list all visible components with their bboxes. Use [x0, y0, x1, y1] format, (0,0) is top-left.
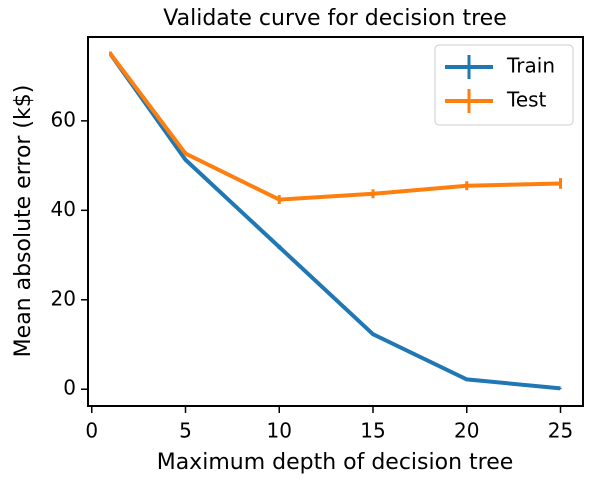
x-axis-label: Maximum depth of decision tree	[157, 450, 514, 475]
chart-title: Validate curve for decision tree	[163, 6, 506, 31]
x-tick-label: 10	[267, 419, 292, 443]
plot-frame	[87, 36, 584, 407]
x-tick-label: 25	[548, 419, 573, 443]
x-tick-label: 0	[85, 419, 98, 443]
x-tick-label: 15	[360, 419, 385, 443]
y-tick-label: 0	[63, 376, 76, 400]
series-line	[108, 52, 561, 202]
y-tick-label: 40	[51, 197, 76, 221]
x-tick-label: 20	[454, 419, 479, 443]
series-line	[108, 53, 561, 391]
y-tick-label: 60	[51, 107, 76, 131]
x-tick-label: 5	[179, 419, 192, 443]
y-axis-label: Mean absolute error (k$)	[11, 85, 36, 358]
legend-label: Train	[506, 54, 555, 78]
legend-label: Test	[506, 88, 547, 112]
y-tick-label: 20	[51, 286, 76, 310]
